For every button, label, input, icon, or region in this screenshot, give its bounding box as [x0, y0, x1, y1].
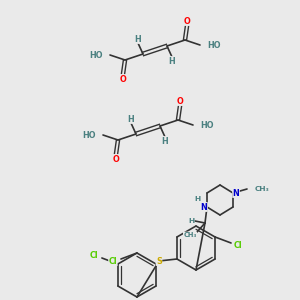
Text: Cl: Cl — [234, 241, 242, 250]
Text: HO: HO — [82, 130, 96, 140]
Text: Cl: Cl — [90, 251, 98, 260]
Text: H: H — [135, 34, 141, 43]
Text: H: H — [169, 56, 176, 65]
Text: HO: HO — [89, 50, 103, 59]
Text: O: O — [120, 74, 126, 83]
Text: O: O — [177, 97, 183, 106]
Text: H: H — [162, 136, 168, 146]
Text: H: H — [194, 196, 200, 202]
Text: Cl: Cl — [109, 256, 117, 266]
Text: S: S — [156, 256, 162, 266]
Text: H: H — [188, 218, 194, 224]
Text: HO: HO — [207, 40, 220, 50]
Text: CH₃: CH₃ — [183, 232, 197, 238]
Text: N: N — [232, 188, 239, 197]
Text: HO: HO — [200, 121, 214, 130]
Text: N: N — [201, 202, 207, 211]
Text: H: H — [128, 115, 134, 124]
Text: O: O — [112, 154, 119, 164]
Text: CH₃: CH₃ — [255, 186, 270, 192]
Text: O: O — [184, 16, 190, 26]
